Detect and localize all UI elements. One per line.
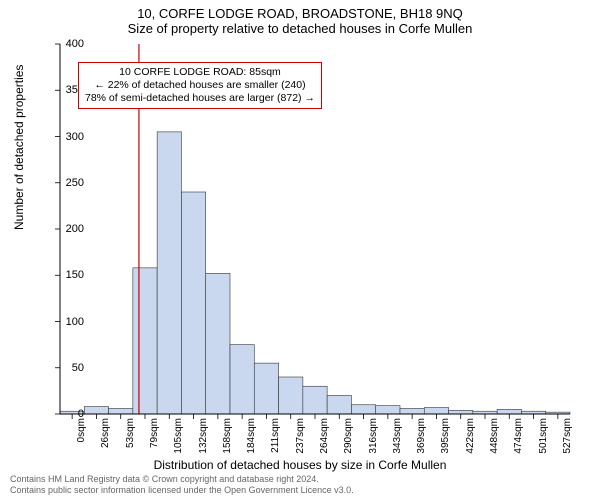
chart-title-address: 10, CORFE LODGE ROAD, BROADSTONE, BH18 9… [0,6,600,21]
y-tick-label: 300 [54,131,84,143]
y-tick-label: 100 [54,316,84,328]
annotation-line-2: ← 22% of detached houses are smaller (24… [85,79,315,92]
footer-attribution: Contains HM Land Registry data © Crown c… [10,474,354,496]
x-tick-label: 474sqm [513,418,524,454]
x-tick-label: 527sqm [562,418,573,454]
x-tick-label: 105sqm [173,418,184,454]
y-axis-label: Number of detached properties [12,65,26,230]
x-tick-label: 211sqm [270,418,281,453]
annotation-box: 10 CORFE LODGE ROAD: 85sqm ← 22% of deta… [78,62,322,109]
x-tick-label: 237sqm [295,418,306,454]
x-tick-label: 290sqm [343,418,354,454]
y-tick-label: 400 [54,38,84,50]
footer-line-1: Contains HM Land Registry data © Crown c… [10,474,354,485]
annotation-line-3: 78% of semi-detached houses are larger (… [85,92,315,105]
x-tick-label: 343sqm [392,418,403,454]
y-tick-label: 250 [54,177,84,189]
x-axis-label: Distribution of detached houses by size … [0,458,600,472]
x-tick-label: 158sqm [222,418,233,454]
y-tick-label: 150 [54,269,84,281]
x-tick-label: 184sqm [246,418,257,454]
y-tick-label: 200 [54,223,84,235]
footer-line-2: Contains public sector information licen… [10,485,354,496]
x-tick-label: 448sqm [489,418,500,454]
x-tick-label: 132sqm [198,418,209,454]
y-tick-label: 50 [54,362,84,374]
x-tick-label: 395sqm [440,418,451,454]
x-tick-label: 79sqm [149,418,160,448]
x-tick-label: 369sqm [416,418,427,454]
x-tick-label: 53sqm [125,418,136,448]
x-tick-label: 422sqm [465,418,476,454]
chart-title-block: 10, CORFE LODGE ROAD, BROADSTONE, BH18 9… [0,0,600,36]
x-tick-label: 501sqm [538,418,549,454]
x-tick-label: 0sqm [76,418,87,442]
x-tick-label: 316sqm [368,418,379,454]
annotation-line-1: 10 CORFE LODGE ROAD: 85sqm [85,66,315,79]
x-tick-label: 26sqm [100,418,111,448]
chart-title-desc: Size of property relative to detached ho… [0,21,600,36]
x-tick-label: 264sqm [319,418,330,454]
